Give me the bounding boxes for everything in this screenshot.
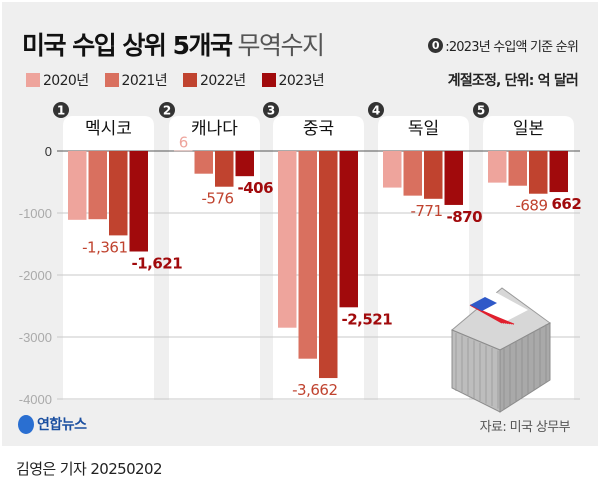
bar-2022년-멕시코 — [109, 151, 128, 236]
data-label: -870 — [447, 208, 483, 226]
logo-text: 연합뉴스 — [37, 417, 87, 433]
source-note: 자료: 미국 상무부 — [479, 420, 571, 435]
legend-swatch — [261, 73, 276, 87]
legend-label: 2021년 — [121, 73, 168, 89]
data-label: -771 — [410, 202, 442, 220]
data-label: 6 — [179, 134, 188, 152]
rank-number: 4 — [372, 104, 380, 118]
bar-2023년-일본 — [549, 151, 568, 193]
bar-2020년-일본 — [488, 151, 507, 183]
chart-title: 미국 수입 상위 5개국 무역수지 — [22, 26, 326, 62]
legend-label: 2020년 — [43, 73, 89, 89]
y-tick-label: -2000 — [19, 268, 52, 283]
byline: 김영은 기자 20250202 — [16, 460, 162, 478]
container-part — [499, 322, 551, 413]
bar-2023년-중국 — [339, 151, 358, 308]
legend-swatch — [183, 73, 198, 87]
rank-note-text: :2023년 수입액 기준 순위 — [445, 40, 579, 55]
bar-2020년-멕시코 — [68, 151, 87, 220]
bar-2020년-중국 — [278, 151, 297, 328]
bar-2023년-캐나다 — [235, 151, 254, 177]
country-label: 중국 — [303, 119, 334, 139]
data-label: -689 — [515, 197, 547, 215]
bar-2021년-중국 — [298, 151, 317, 359]
y-tick-label: -4000 — [19, 392, 52, 407]
bar-2020년-캐나다 — [174, 150, 193, 152]
bar-2022년-중국 — [319, 151, 338, 379]
legend-item-2021: 2021년 — [104, 70, 168, 90]
rank-badge-icon — [53, 102, 69, 118]
rank-number: 3 — [267, 104, 275, 118]
legend-swatch — [26, 73, 40, 87]
bar-2021년-일본 — [508, 151, 527, 186]
data-label: -1,361 — [82, 238, 127, 256]
rank-number: 1 — [57, 104, 65, 118]
bar-2021년-캐나다 — [194, 151, 213, 174]
container-part — [470, 297, 497, 311]
legend-swatch — [104, 73, 119, 87]
y-tick-label: 0 — [45, 144, 52, 159]
legend-label: 2022년 — [200, 73, 246, 89]
bar-2023년-독일 — [444, 151, 463, 205]
legend-item-2020: 2020년 — [26, 70, 89, 90]
data-label: -2,521 — [342, 310, 393, 328]
country-panel — [169, 116, 260, 400]
legend: 2020년 2021년 2022년 2023년 — [26, 70, 325, 90]
yonhap-logo: 연합뉴스 — [18, 414, 87, 434]
legend-label: 2023년 — [278, 73, 325, 89]
title-light: 무역수지 — [237, 31, 326, 60]
rank-badge-icon — [263, 102, 279, 118]
bar-2021년-멕시코 — [88, 151, 107, 220]
data-label: -576 — [201, 190, 233, 208]
legend-item-2023: 2023년 — [261, 70, 325, 90]
rank-badge-icon — [473, 102, 489, 118]
rank-badge-icon: 0 — [428, 38, 444, 53]
legend-item-2022: 2022년 — [183, 70, 246, 90]
unit-note: 계절조정, 단위: 억 달러 — [447, 73, 579, 89]
title-bold: 미국 수입 상위 5개국 — [22, 31, 233, 60]
country-label: 독일 — [408, 119, 439, 139]
bar-2022년-일본 — [529, 151, 548, 194]
bar-2023년-멕시코 — [129, 151, 148, 252]
data-label: 662 — [552, 195, 582, 213]
country-label: 멕시코 — [85, 119, 132, 139]
bar-2022년-캐나다 — [215, 151, 234, 187]
data-label: -3,662 — [292, 381, 337, 399]
rank-number: 2 — [163, 104, 171, 118]
data-label: -406 — [238, 179, 274, 197]
bar-2020년-독일 — [383, 151, 402, 188]
shipping-container-icon — [451, 287, 551, 413]
y-tick-label: -3000 — [19, 330, 52, 345]
container-part — [481, 310, 515, 325]
country-label: 일본 — [513, 119, 544, 139]
rank-note: 0 :2023년 수입액 기준 순위 — [428, 36, 579, 55]
rank-number: 5 — [477, 104, 485, 118]
country-label: 캐나다 — [191, 119, 238, 139]
logo-mark-icon — [18, 414, 34, 434]
bar-2021년-독일 — [403, 151, 422, 196]
rank-badge-icon — [159, 102, 175, 118]
data-label: -1,621 — [132, 255, 183, 273]
y-tick-label: -1000 — [19, 206, 52, 221]
rank-badge-icon — [368, 102, 384, 118]
bar-2022년-독일 — [424, 151, 443, 199]
